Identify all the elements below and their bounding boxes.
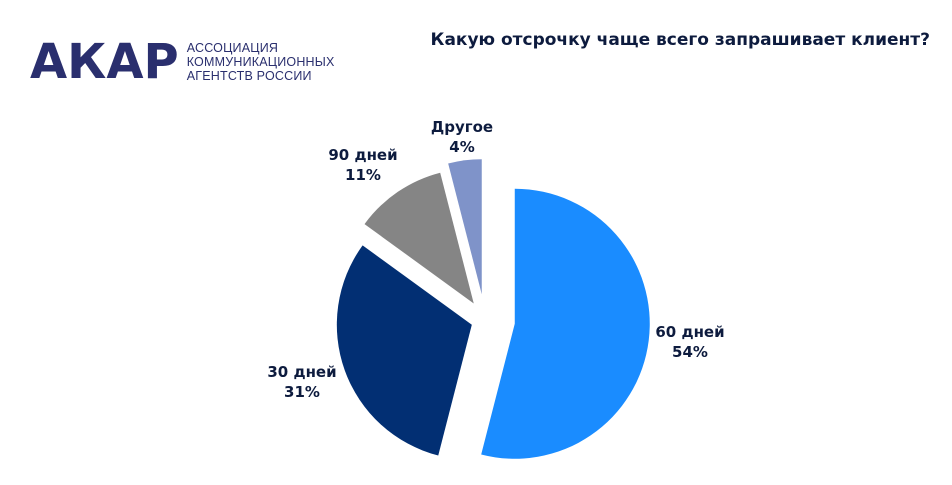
slice-value-label-1: 54% (672, 343, 708, 361)
logo-mark: АКАР (30, 34, 179, 90)
logo-line-3: АГЕНТСТВ РОССИИ (186, 69, 312, 83)
slice-label-2: 30 дней (267, 363, 336, 381)
slice-value-label-2: 31% (284, 383, 320, 401)
pie-slice-3 (364, 172, 474, 304)
logo-line-2: КОММУНИКАЦИОННЫХ (186, 55, 335, 69)
slice-label-4: Другое (431, 118, 493, 136)
akar-logo: АКАР АССОЦИАЦИЯ КОММУНИКАЦИОННЫХ АГЕНТСТ… (30, 38, 335, 86)
pie-slice-4 (448, 159, 482, 295)
slice-label-1: 60 дней (655, 323, 724, 341)
logo-line-1: АССОЦИАЦИЯ (186, 41, 279, 55)
pie-slice-1 (481, 188, 650, 459)
slice-value-label-4: 4% (449, 138, 474, 156)
slice-value-label-3: 11% (345, 166, 381, 184)
chart-title: Какую отсрочку чаще всего запрашивает кл… (430, 30, 930, 50)
pie-slice-2 (336, 245, 472, 456)
slice-label-3: 90 дней (328, 146, 397, 164)
logo-text: АССОЦИАЦИЯ КОММУНИКАЦИОННЫХ АГЕНТСТВ РОС… (187, 41, 335, 83)
